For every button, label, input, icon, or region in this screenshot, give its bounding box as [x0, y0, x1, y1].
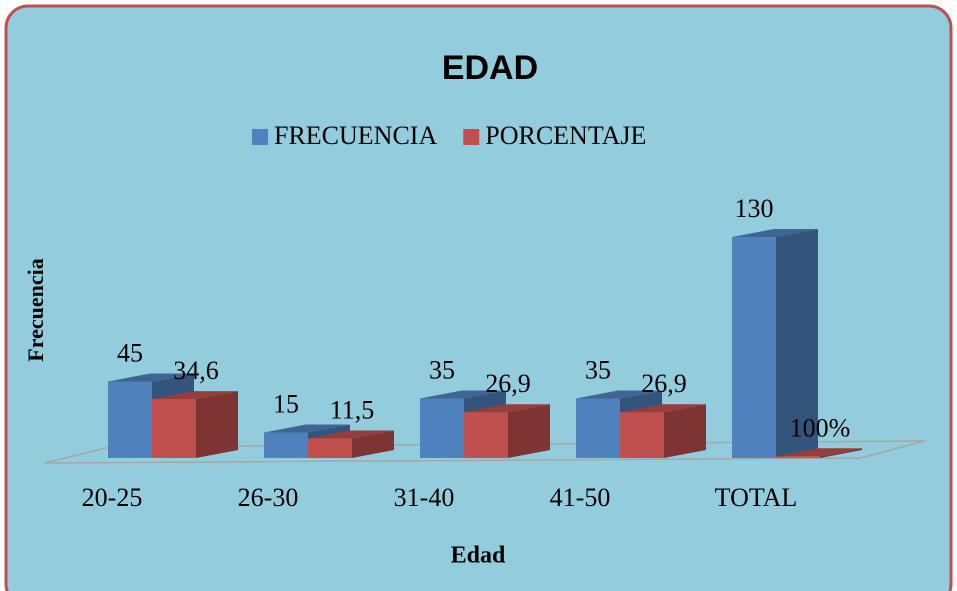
- bar-face: [508, 404, 550, 458]
- bar-face: [732, 229, 818, 237]
- bar-face: [620, 404, 706, 413]
- bar-face: [732, 237, 776, 458]
- data-label: 45: [117, 338, 143, 367]
- x-tick-label: 41-50: [550, 483, 611, 512]
- x-tick-label: 31-40: [394, 483, 455, 512]
- y-axis-label: Frecuencia: [23, 258, 48, 361]
- bar-face: [820, 448, 862, 458]
- bar-face: [196, 391, 238, 458]
- bar-face: [108, 381, 152, 458]
- bar-face: [776, 448, 862, 457]
- bar-face: [620, 412, 664, 458]
- legend-label: PORCENTAJE: [485, 121, 646, 150]
- x-axis-label: Edad: [451, 543, 506, 569]
- bar-face: [576, 398, 620, 458]
- bar-face: [108, 373, 194, 382]
- legend-label: FRECUENCIA: [274, 121, 437, 150]
- data-label: 100%: [790, 413, 851, 442]
- bar-face: [664, 404, 706, 458]
- bar-face: [308, 430, 394, 439]
- bar-face: [152, 399, 196, 458]
- bar-face: [776, 229, 818, 458]
- bar-face: [776, 456, 820, 458]
- bar: [152, 391, 238, 458]
- data-label: 35: [585, 355, 611, 384]
- bar-face: [420, 398, 464, 458]
- bar: [620, 404, 706, 458]
- bar: [732, 229, 818, 458]
- data-label: 11,5: [330, 395, 375, 424]
- data-label: 34,6: [173, 356, 219, 385]
- x-tick-label: 26-30: [238, 483, 299, 512]
- bar-face: [152, 391, 238, 400]
- bar: [464, 404, 550, 458]
- bar-face: [464, 412, 508, 458]
- bar-face: [308, 438, 352, 458]
- bar-face: [576, 390, 662, 399]
- bar-face: [264, 432, 308, 458]
- legend-swatch: [252, 129, 268, 145]
- data-label: 15: [273, 389, 299, 418]
- bar-face: [264, 424, 350, 433]
- bar-face: [464, 404, 550, 413]
- data-label: 26,9: [641, 369, 687, 398]
- bar: [308, 430, 394, 458]
- bar: [776, 448, 862, 458]
- data-label: 35: [429, 355, 455, 384]
- data-label: 26,9: [485, 369, 531, 398]
- x-tick-label: 20-25: [82, 483, 143, 512]
- legend-swatch: [463, 129, 480, 145]
- bar-face: [420, 390, 506, 399]
- data-label: 130: [735, 194, 774, 223]
- chart-title: EDAD: [442, 49, 538, 87]
- bar-face: [352, 430, 394, 458]
- x-tick-label: TOTAL: [715, 483, 798, 512]
